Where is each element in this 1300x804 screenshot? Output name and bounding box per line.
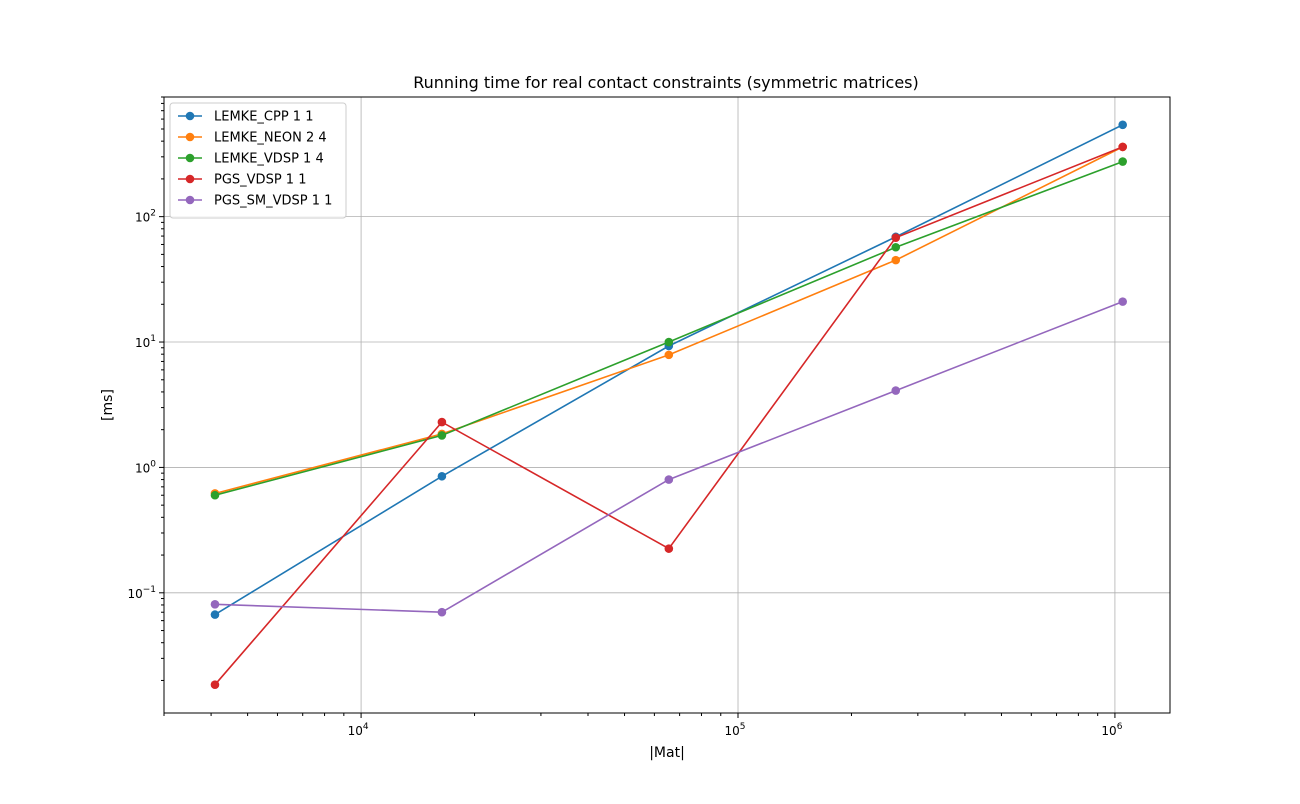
legend-label: LEMKE_CPP 1 1 bbox=[214, 110, 313, 125]
legend-marker bbox=[185, 153, 195, 163]
data-point bbox=[1118, 157, 1127, 166]
x-axis: 104 105 106 bbox=[163, 713, 1123, 738]
data-point bbox=[891, 255, 901, 265]
series-line-1 bbox=[214, 146, 1124, 495]
data-point bbox=[210, 490, 220, 500]
legend-marker bbox=[185, 195, 195, 205]
legend: LEMKE_CPP 1 1 LEMKE_NEON 2 4 LEMKE_VDSP 1 … bbox=[169, 102, 347, 219]
legend-marker bbox=[185, 174, 195, 184]
y-axis-label: [ms] bbox=[100, 389, 116, 421]
series-group bbox=[210, 120, 1127, 689]
x-tick-label: 106 bbox=[1101, 722, 1122, 738]
data-point bbox=[437, 431, 447, 440]
plot-frame bbox=[163, 96, 1171, 714]
series-line-3 bbox=[214, 146, 1123, 686]
legend-marker bbox=[185, 132, 195, 142]
y-tick-label: 100 bbox=[135, 459, 156, 475]
data-point bbox=[1118, 297, 1127, 306]
data-point bbox=[1118, 120, 1127, 130]
data-point bbox=[210, 610, 220, 619]
legend-label: LEMKE_NEON 2 4 bbox=[214, 131, 327, 146]
data-point bbox=[1118, 142, 1127, 152]
y-tick-label: 102 bbox=[135, 209, 156, 225]
series-line-2 bbox=[214, 160, 1123, 496]
data-point bbox=[664, 475, 674, 484]
legend-label: LEMKE_VDSP 1 4 bbox=[214, 152, 324, 167]
data-point bbox=[891, 386, 901, 395]
series-line-0 bbox=[214, 124, 1124, 616]
legend-marker bbox=[185, 111, 195, 121]
legend-label: PGS_VDSP 1 1 bbox=[214, 173, 306, 188]
data-point bbox=[210, 680, 220, 689]
y-tick-label: 10−1 bbox=[127, 585, 156, 601]
data-point bbox=[437, 471, 447, 481]
data-point bbox=[437, 607, 447, 617]
data-point bbox=[210, 599, 220, 609]
data-point bbox=[891, 242, 901, 252]
legend-label: PGS_SM_VDSP 1 1 bbox=[214, 194, 332, 209]
y-axis: 10−1 100 101 102 bbox=[127, 96, 164, 681]
y-tick-label: 101 bbox=[135, 334, 156, 350]
data-point bbox=[664, 350, 674, 360]
x-axis-label: |Mat| bbox=[649, 745, 685, 761]
data-point bbox=[664, 544, 674, 553]
data-point bbox=[891, 233, 901, 242]
x-tick-label: 104 bbox=[348, 722, 369, 738]
data-point bbox=[437, 417, 447, 427]
x-tick-label: 105 bbox=[724, 722, 745, 738]
legend-box bbox=[169, 102, 347, 219]
data-point bbox=[664, 337, 674, 347]
chart-title: Running time for real contact constraint… bbox=[413, 73, 918, 92]
